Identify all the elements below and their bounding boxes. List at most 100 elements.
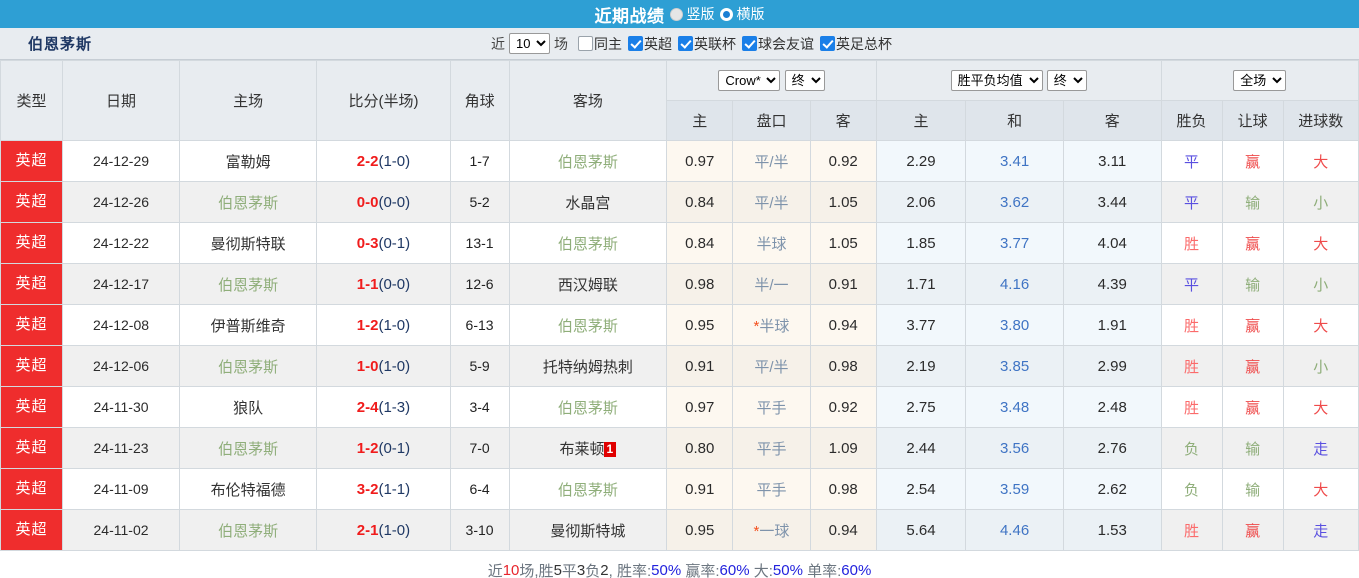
- cell-corners: 6-13: [449, 304, 510, 346]
- cell-result-handicap: 赢: [1221, 222, 1284, 264]
- away-team-name[interactable]: 水晶宫: [565, 194, 611, 212]
- cell-home-team[interactable]: 曼彻斯特联: [179, 222, 318, 264]
- cell-home-team[interactable]: 伯恩茅斯: [179, 345, 318, 387]
- table-row[interactable]: 英超 24-11-23 伯恩茅斯 1-2(0-1) 7-0 布莱顿 1 0.80 平手 1.09 2…: [0, 427, 1359, 469]
- home-team-name[interactable]: 狼队: [233, 399, 264, 417]
- away-team-name[interactable]: 西汉姆联: [557, 276, 618, 294]
- asia-away-odds: 0.92: [828, 398, 858, 416]
- home-team-name[interactable]: 伯恩茅斯: [218, 358, 279, 376]
- recent-count-select[interactable]: 10: [509, 33, 550, 54]
- asia-phase-select[interactable]: 终: [784, 70, 825, 91]
- home-team-name[interactable]: 伯恩茅斯: [218, 276, 279, 294]
- cell-result-wdl: 负: [1160, 468, 1223, 510]
- red-card-badge: 1: [603, 442, 617, 458]
- home-team-name[interactable]: 伊普斯维奇: [210, 317, 286, 335]
- away-team-name[interactable]: 伯恩茅斯: [557, 317, 618, 335]
- match-type-badge: 英超: [1, 264, 62, 304]
- cell-away-team[interactable]: 布莱顿 1: [508, 427, 668, 469]
- cell-europe-draw-odds: 3.80: [965, 304, 1064, 346]
- score-fulltime: 1-2: [356, 316, 379, 334]
- europe-phase-select[interactable]: 终: [1046, 70, 1087, 91]
- asia-handicap-value: 平手: [756, 481, 787, 499]
- cell-home-team[interactable]: 伊普斯维奇: [179, 304, 318, 346]
- cell-away-team[interactable]: 伯恩茅斯: [508, 468, 668, 510]
- home-team-name[interactable]: 伯恩茅斯: [218, 522, 279, 540]
- radio-selected-icon[interactable]: [719, 7, 733, 21]
- bookmaker-select[interactable]: Crow*: [718, 70, 781, 91]
- away-team-name[interactable]: 布莱顿: [559, 440, 605, 458]
- checkbox-club-friendly-icon[interactable]: [742, 36, 757, 51]
- home-team-name[interactable]: 曼彻斯特联: [210, 235, 286, 253]
- cell-home-team[interactable]: 伯恩茅斯: [179, 509, 318, 551]
- away-team-name[interactable]: 托特纳姆热刺: [542, 358, 633, 376]
- away-team-name[interactable]: 曼彻斯特城: [550, 522, 626, 540]
- radio-unselected-icon[interactable]: [669, 7, 683, 21]
- cell-corners: 3-4: [449, 386, 510, 428]
- home-team-name[interactable]: 伯恩茅斯: [218, 440, 279, 458]
- cell-away-team[interactable]: 伯恩茅斯: [508, 222, 668, 264]
- cell-home-team[interactable]: 布伦特福德: [179, 468, 318, 510]
- cell-away-team[interactable]: 伯恩茅斯: [508, 386, 668, 428]
- cell-asia-home-odds: 0.80: [666, 427, 734, 469]
- table-row[interactable]: 英超 24-11-09 布伦特福德 3-2(1-1) 6-4 伯恩茅斯 0.91 平手 0.98…: [0, 468, 1359, 510]
- cell-date: 24-11-02: [62, 509, 181, 551]
- view-option-vertical[interactable]: 竖版: [669, 4, 715, 24]
- cell-home-team[interactable]: 狼队: [179, 386, 318, 428]
- away-team-name[interactable]: 伯恩茅斯: [557, 153, 618, 171]
- checkbox-fa-cup-icon[interactable]: [820, 36, 835, 51]
- checkbox-league-cup-icon[interactable]: [678, 36, 693, 51]
- asia-away-odds: 1.05: [828, 193, 858, 211]
- cell-europe-home-odds: 2.44: [875, 427, 967, 469]
- cell-home-team[interactable]: 伯恩茅斯: [179, 181, 318, 223]
- cell-away-team[interactable]: 水晶宫: [508, 181, 668, 223]
- europe-draw-odds: 3.41: [999, 152, 1030, 170]
- away-team-name[interactable]: 伯恩茅斯: [557, 235, 618, 253]
- home-team-name[interactable]: 富勒姆: [225, 153, 271, 171]
- cell-result-goals: 小: [1282, 263, 1359, 305]
- cell-away-team[interactable]: 托特纳姆热刺: [508, 345, 668, 387]
- asia-handicap-value: 平/半: [754, 153, 789, 171]
- cell-score: 2-2(1-0): [316, 140, 451, 182]
- scope-select[interactable]: 全场: [1233, 70, 1287, 91]
- europe-source-select[interactable]: 胜平负均值: [950, 70, 1043, 91]
- asia-home-odds: 0.95: [685, 521, 715, 539]
- table-row[interactable]: 英超 24-12-06 伯恩茅斯 1-0(1-0) 5-9 托特纳姆热刺 0.91 平/半 0.…: [0, 345, 1359, 387]
- cell-away-team[interactable]: 西汉姆联: [508, 263, 668, 305]
- th-type-label: 类型: [16, 93, 47, 110]
- result-handicap-value: 赢: [1245, 153, 1261, 171]
- scope-selector-cell: 全场: [1160, 60, 1359, 101]
- cell-away-team[interactable]: 曼彻斯特城: [508, 509, 668, 551]
- table-row[interactable]: 英超 24-12-17 伯恩茅斯 1-1(0-0) 12-6 西汉姆联 0.98 半/一 0.9…: [0, 263, 1359, 305]
- th-home-label: 主场: [233, 93, 264, 110]
- result-handicap-value: 输: [1245, 440, 1261, 458]
- cell-away-team[interactable]: 伯恩茅斯: [508, 140, 668, 182]
- cell-asia-handicap: 平/半: [732, 181, 811, 223]
- away-team-name[interactable]: 伯恩茅斯: [557, 481, 618, 499]
- result-wdl-value: 负: [1184, 440, 1200, 458]
- cell-away-team[interactable]: 伯恩茅斯: [508, 304, 668, 346]
- result-wdl-value: 胜: [1184, 522, 1200, 540]
- home-team-name[interactable]: 布伦特福德: [210, 481, 286, 499]
- home-team-name[interactable]: 伯恩茅斯: [218, 194, 279, 212]
- view-option-horizontal[interactable]: 横版: [719, 4, 765, 24]
- th-away: 客场: [508, 60, 668, 141]
- table-row[interactable]: 英超 24-11-30 狼队 2-4(1-3) 3-4 伯恩茅斯 0.97 平手 0.92 2.7…: [0, 386, 1359, 428]
- table-row[interactable]: 英超 24-12-08 伊普斯维奇 1-2(1-0) 6-13 伯恩茅斯 0.95 *半球 0.…: [0, 304, 1359, 346]
- summary-p2: 场,胜: [519, 562, 554, 578]
- result-goals-value: 大: [1313, 153, 1329, 171]
- cell-home-team[interactable]: 伯恩茅斯: [179, 427, 318, 469]
- away-team-name[interactable]: 伯恩茅斯: [557, 399, 618, 417]
- checkbox-same-home-icon[interactable]: [578, 36, 593, 51]
- cell-result-goals: 大: [1282, 304, 1359, 346]
- europe-draw-odds: 3.77: [999, 234, 1030, 252]
- table-row[interactable]: 英超 24-11-02 伯恩茅斯 2-1(1-0) 3-10 曼彻斯特城 0.95 *一球 0.…: [0, 509, 1359, 551]
- cell-home-team[interactable]: 伯恩茅斯: [179, 263, 318, 305]
- cell-home-team[interactable]: 富勒姆: [179, 140, 318, 182]
- table-row[interactable]: 英超 24-12-26 伯恩茅斯 0-0(0-0) 5-2 水晶宫 0.84 平/半 1.05 2…: [0, 181, 1359, 223]
- corner-score: 5-2: [469, 193, 490, 210]
- table-row[interactable]: 英超 24-12-22 曼彻斯特联 0-3(0-1) 13-1 伯恩茅斯 0.84 半球 1.0…: [0, 222, 1359, 264]
- table-row[interactable]: 英超 24-12-29 富勒姆 2-2(1-0) 1-7 伯恩茅斯 0.97 平/半 0.92 2…: [0, 140, 1359, 182]
- match-type-badge: 英超: [1, 182, 62, 222]
- checkbox-premier-league-icon[interactable]: [628, 36, 643, 51]
- cell-match-type: 英超: [0, 509, 64, 551]
